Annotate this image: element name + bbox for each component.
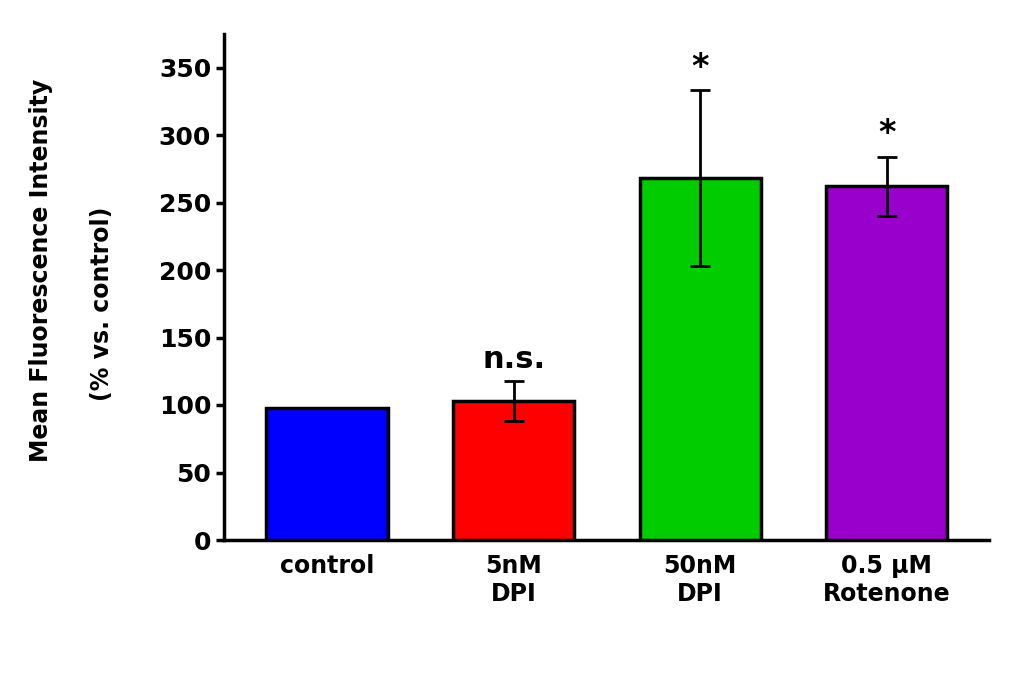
Text: Mean Fluorescence Intensity: Mean Fluorescence Intensity xyxy=(29,78,53,462)
Text: *: * xyxy=(877,117,895,150)
Text: *: * xyxy=(691,51,708,84)
Bar xyxy=(825,186,947,540)
Text: n.s.: n.s. xyxy=(482,345,544,374)
Bar xyxy=(639,178,760,540)
Bar xyxy=(452,401,574,540)
Bar xyxy=(266,408,387,540)
Text: (% vs. control): (% vs. control) xyxy=(90,207,114,401)
